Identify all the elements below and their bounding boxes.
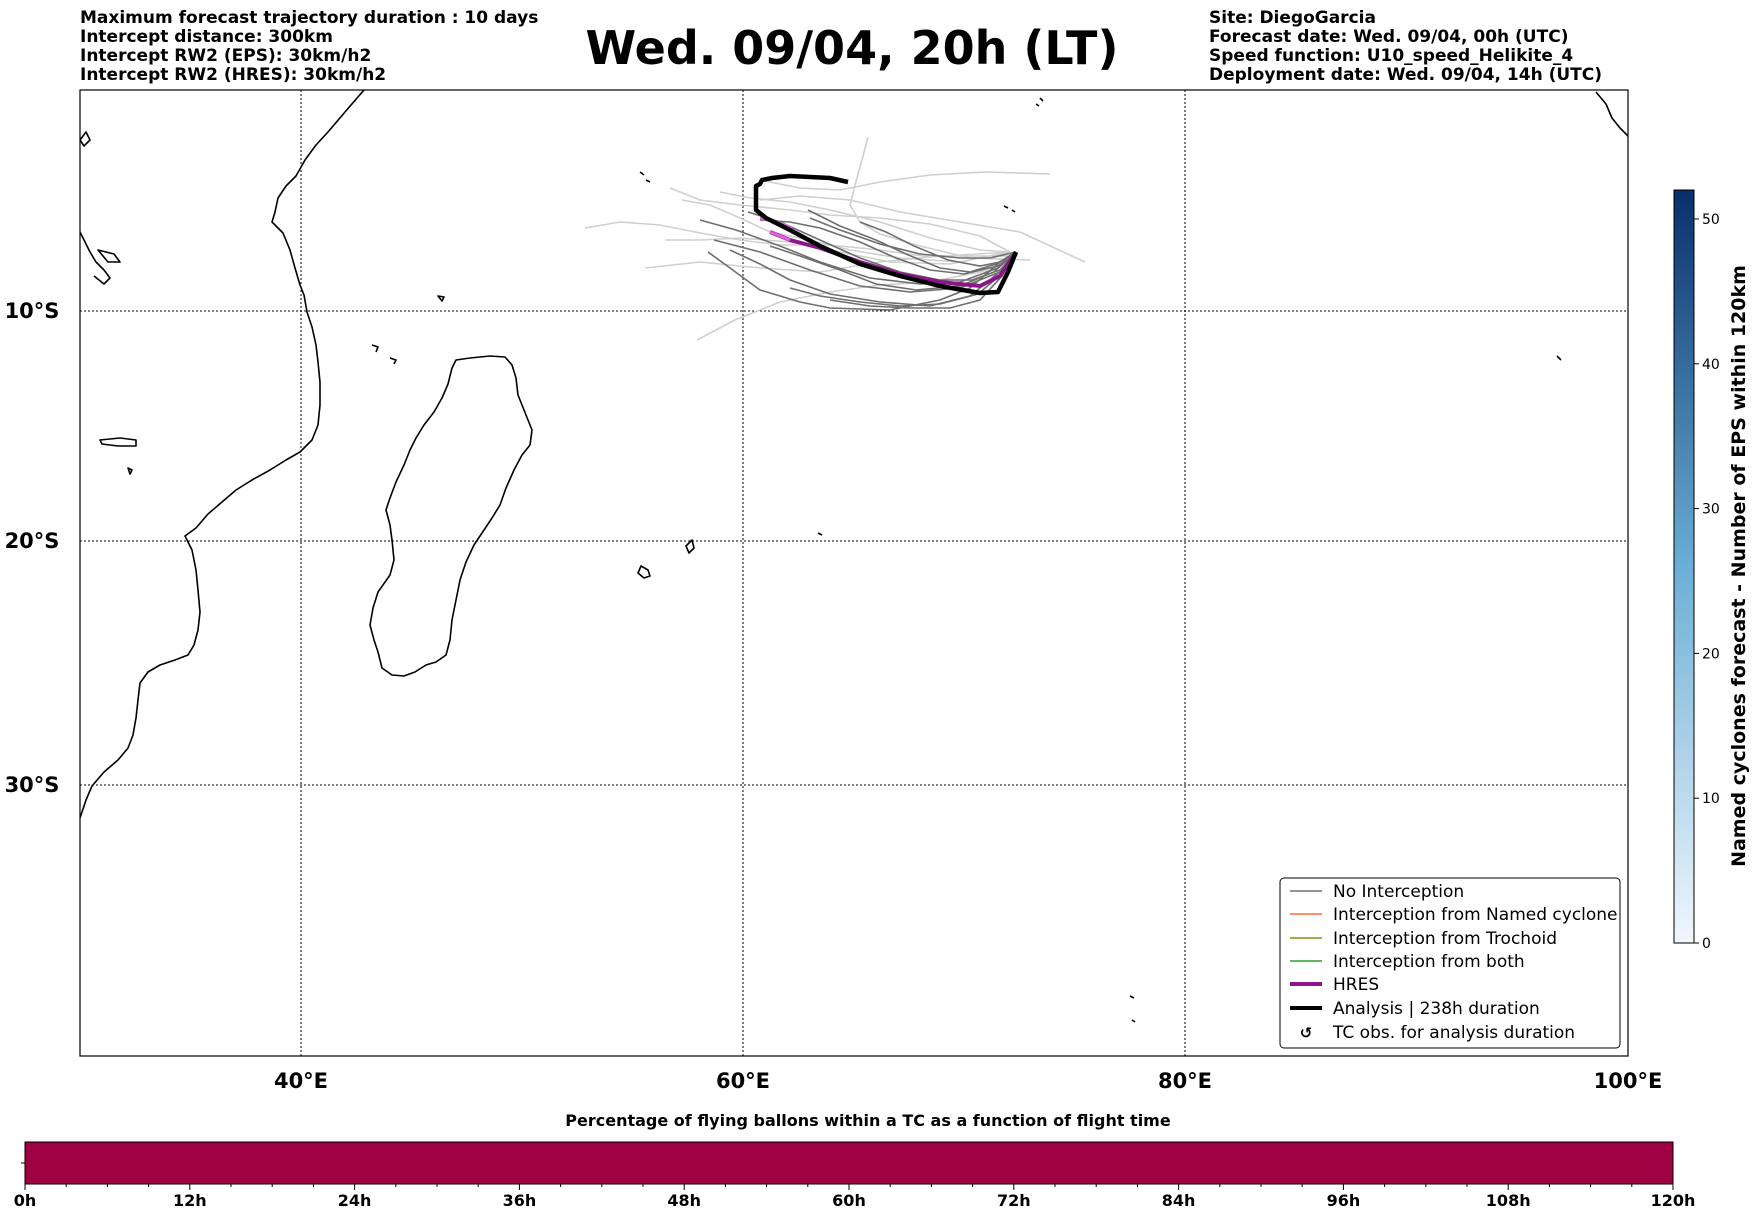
ensemble-trajectory-light — [696, 254, 1019, 341]
colorbar-ticks: 0 10 20 30 40 50 — [1694, 212, 1720, 952]
header-right-line: Forecast date: Wed. 09/04, 00h (UTC) — [1209, 27, 1568, 47]
legend-item-0: No Interception — [1290, 882, 1464, 902]
map-title: Wed. 09/04, 20h (LT) — [586, 21, 1119, 75]
timebar-tick-label: 24h — [338, 1191, 372, 1210]
rodrigues-islet — [817, 532, 823, 536]
legend-label: Interception from both — [1333, 952, 1525, 972]
ensemble-trajectory-dark — [713, 239, 1017, 293]
amsterdam-islets — [1129, 995, 1136, 1023]
legend-item-1: Interception from Named cyclone — [1290, 905, 1618, 925]
timebar-title: Percentage of flying ballons within a TC… — [565, 1111, 1171, 1130]
reunion-coastline — [637, 565, 651, 579]
ensemble-trajectories — [584, 136, 1086, 341]
coastlines — [80, 90, 1628, 1023]
arabia-coastline — [80, 131, 91, 147]
ensemble-trajectory-light — [669, 187, 1011, 253]
header-left-line: Intercept RW2 (HRES): 30km/h2 — [80, 65, 386, 85]
header-left-line: Intercept RW2 (EPS): 30km/h2 — [80, 46, 371, 66]
legend-label: No Interception — [1333, 882, 1464, 902]
legend-box — [1279, 877, 1621, 1049]
analysis-trajectory — [753, 173, 1019, 296]
ensemble-trajectory-dark — [699, 219, 1017, 285]
colorbar-tick-label: 10 — [1702, 791, 1720, 807]
colorbar-tick-label: 20 — [1702, 646, 1720, 662]
lat-tick-label: 20°S — [5, 529, 60, 553]
ensemble-trajectory-dark — [759, 219, 1017, 275]
lon-tick-label: 40°E — [274, 1069, 328, 1093]
header-right: Site: DiegoGarcia Forecast date: Wed. 09… — [1209, 8, 1602, 85]
legend-label: Analysis | 238h duration — [1333, 999, 1540, 1019]
timebar-ticks: 0h 12h 24h 36h 48h 60h 72h 84h 96h 108h 120h — [14, 1184, 1696, 1210]
timebar-tick-label: 96h — [1327, 1191, 1361, 1210]
timebar-tick-label: 60h — [832, 1191, 866, 1210]
seychelles-coastline — [437, 295, 445, 302]
lon-tick-labels: 40°E 60°E 80°E 100°E — [274, 1069, 1662, 1093]
legend: No Interception Interception from Named … — [1279, 877, 1621, 1049]
legend-label: Interception from Named cyclone — [1333, 905, 1618, 925]
kenya-islands — [99, 437, 137, 447]
ensemble-trajectory-dark — [807, 209, 1017, 273]
header-left-line: Intercept distance: 300km — [80, 27, 333, 47]
colorbar-tick-label: 50 — [1702, 212, 1720, 228]
comoros-coastline — [371, 344, 397, 365]
timebar-tick-label: 108h — [1486, 1191, 1531, 1210]
mozambique-channel-islet — [127, 467, 133, 475]
legend-item-3: Interception from both — [1290, 952, 1525, 972]
lat-tick-labels: 10°S 20°S 30°S — [5, 299, 60, 797]
timebar-tick-label: 120h — [1651, 1191, 1696, 1210]
header-right-line: Deployment date: Wed. 09/04, 14h (UTC) — [1209, 65, 1602, 85]
map-frame — [79, 89, 1629, 1057]
lon-tick-label: 80°E — [1158, 1069, 1212, 1093]
timebar-fill — [24, 1141, 1674, 1185]
timebar: Percentage of flying ballons within a TC… — [14, 1111, 1696, 1210]
madagascar-coastline — [369, 355, 533, 677]
timebar-tick-label: 12h — [173, 1191, 207, 1210]
ensemble-trajectory-dark — [859, 221, 1017, 267]
colorbar-tick-label: 40 — [1702, 357, 1720, 373]
timebar-tick-label: 0h — [14, 1191, 37, 1210]
mauritius-coastline — [685, 539, 695, 554]
legend-item-4: HRES — [1290, 975, 1379, 995]
legend-item-6: ↺ TC obs. for analysis duration — [1300, 1023, 1575, 1043]
gridlines — [80, 90, 1628, 1056]
cocos-islets — [1556, 355, 1562, 361]
somalia-horn-coastline — [80, 231, 111, 285]
legend-label: TC obs. for analysis duration — [1332, 1023, 1575, 1043]
lon-tick-label: 60°E — [716, 1069, 770, 1093]
lat-tick-label: 10°S — [5, 299, 60, 323]
tc-obs-icon: ↺ — [1300, 1024, 1313, 1042]
india-coastline — [1595, 91, 1628, 137]
header-right-line: Site: DiegoGarcia — [1209, 8, 1376, 28]
timebar-tick-label: 72h — [997, 1191, 1031, 1210]
ensemble-trajectory-light — [759, 171, 1051, 191]
trajectories-light — [584, 136, 1086, 341]
ensemble-trajectory-dark — [769, 245, 1017, 291]
colorbar-tick-label: 30 — [1702, 502, 1720, 518]
header-right-line: Speed function: U10_speed_Helikite_4 — [1209, 46, 1573, 66]
lat-tick-label: 30°S — [5, 773, 60, 797]
socotra-coastline — [97, 249, 121, 263]
lon-tick-label: 100°E — [1594, 1069, 1663, 1093]
colorbar-label: Named cyclones forecast - Number of EPS … — [1728, 265, 1750, 867]
chagos-islets — [1003, 205, 1016, 213]
colorbar-tick-label: 0 — [1702, 936, 1711, 952]
timebar-tick-label: 36h — [503, 1191, 537, 1210]
legend-item-5: Analysis | 238h duration — [1290, 999, 1540, 1019]
header-left: Maximum forecast trajectory duration : 1… — [80, 8, 538, 85]
header-left-line: Maximum forecast trajectory duration : 1… — [80, 8, 538, 28]
trajectories-dark — [699, 209, 1017, 311]
legend-label: Interception from Trochoid — [1333, 929, 1557, 949]
ensemble-trajectory-light — [759, 195, 1086, 263]
legend-label: HRES — [1333, 975, 1379, 995]
timebar-tick-label: 48h — [667, 1191, 701, 1210]
maldives-islets — [1035, 97, 1044, 107]
mahe-islets — [639, 171, 651, 183]
africa-coastline — [80, 90, 365, 819]
timebar-tick-label: 84h — [1162, 1191, 1196, 1210]
legend-item-2: Interception from Trochoid — [1290, 929, 1557, 949]
colorbar: 0 10 20 30 40 50 Named cyclones forecast - Nu… — [1673, 189, 1750, 952]
ensemble-trajectory-dark — [809, 217, 1017, 259]
colorbar-gradient — [1673, 189, 1695, 944]
